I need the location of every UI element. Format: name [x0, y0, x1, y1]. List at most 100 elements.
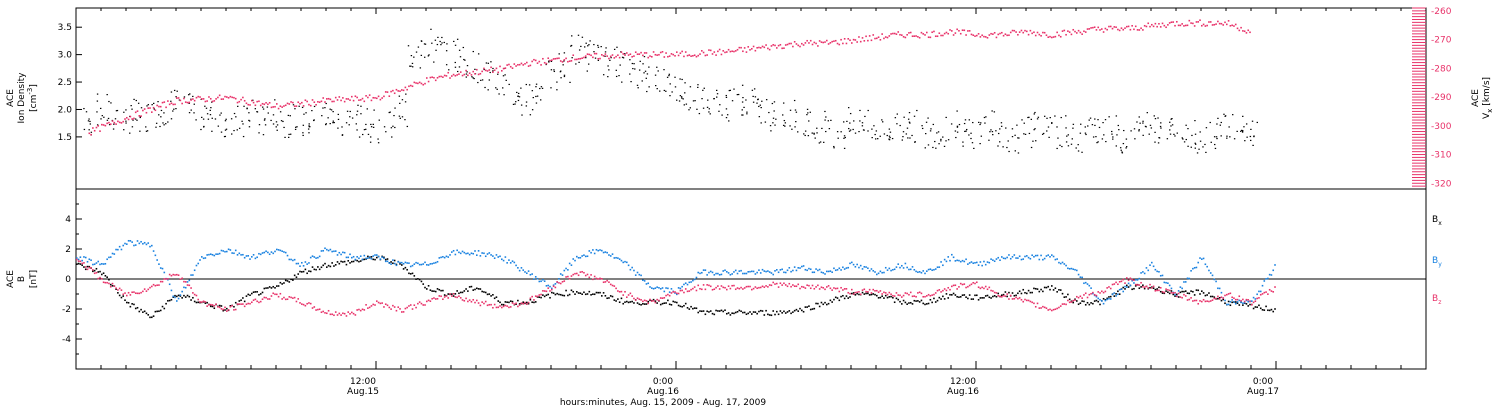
- b-point-by: [845, 267, 848, 269]
- velocity-point: [442, 76, 444, 78]
- b-point-bx: [526, 301, 528, 304]
- density-point: [600, 46, 602, 48]
- b-point-by: [1165, 281, 1167, 284]
- velocity-point: [706, 54, 708, 56]
- density-point: [864, 115, 866, 118]
- density-point: [956, 131, 959, 133]
- b-point-bx: [1161, 292, 1164, 294]
- b-point-bz: [320, 311, 323, 314]
- b-point-bz: [667, 293, 669, 296]
- b-point-by: [884, 266, 887, 269]
- density-point: [1241, 130, 1244, 132]
- b-point-bx: [615, 300, 617, 302]
- b-point-bz: [361, 308, 364, 311]
- b-point-by: [1054, 258, 1057, 261]
- b-point-by: [949, 259, 951, 262]
- b-point-by: [1011, 256, 1014, 258]
- b-point-bx: [1047, 285, 1050, 288]
- b-point-bz: [601, 278, 603, 280]
- b-point-by: [1090, 287, 1092, 289]
- velocity-point: [254, 104, 257, 107]
- b-point-bz: [92, 269, 94, 271]
- b-point-by: [1076, 269, 1078, 272]
- velocity-point: [351, 95, 353, 98]
- b-point-by: [840, 269, 842, 271]
- b-point-by: [576, 255, 578, 258]
- b-point-by: [895, 266, 898, 268]
- velocity-point: [293, 105, 296, 108]
- b-point-by: [238, 252, 241, 255]
- b-point-bx: [802, 310, 805, 313]
- density-point: [597, 59, 600, 61]
- density-point: [837, 137, 839, 139]
- b-point-bx: [799, 307, 801, 310]
- b-point-by: [936, 266, 939, 269]
- velocity-point: [259, 104, 262, 107]
- b-point-bx: [138, 310, 141, 313]
- b-point-by: [331, 250, 333, 253]
- b-point-bz: [190, 287, 192, 289]
- density-point: [532, 96, 534, 99]
- b-point-bx: [977, 298, 980, 301]
- density-point: [997, 132, 1000, 135]
- b-point-bx: [836, 297, 839, 299]
- b-point-bx: [897, 298, 900, 301]
- b-point-bz: [1268, 288, 1271, 291]
- density-point: [1199, 140, 1202, 142]
- velocity-point: [329, 98, 332, 101]
- b-point-bz: [858, 290, 860, 293]
- density-point: [924, 133, 927, 135]
- b-point-bz: [763, 286, 766, 289]
- b-point-by: [447, 256, 450, 258]
- density-point: [1150, 127, 1153, 129]
- b-point-bz: [549, 290, 551, 292]
- velocity-point: [145, 111, 148, 114]
- density-point: [716, 96, 718, 98]
- density-point: [932, 123, 935, 126]
- density-point: [983, 116, 986, 119]
- density-point: [833, 147, 835, 149]
- density-tick-label-0: 1.5: [58, 133, 72, 143]
- b-point-bz: [790, 285, 792, 288]
- velocity-point: [479, 72, 482, 75]
- b-point-by: [609, 255, 612, 257]
- b-point-by: [161, 267, 164, 270]
- b-point-bz: [651, 300, 653, 302]
- density-point: [797, 131, 799, 133]
- density-point: [1240, 130, 1242, 132]
- density-tick-label-2: 2.5: [58, 78, 72, 88]
- density-point: [1111, 130, 1113, 133]
- density-point: [419, 67, 422, 69]
- b-point-by: [588, 250, 591, 252]
- velocity-point: [1090, 27, 1092, 29]
- b-point-bz: [418, 301, 421, 303]
- density-point: [624, 53, 626, 55]
- b-point-by: [809, 268, 812, 271]
- density-point: [520, 104, 523, 106]
- b-point-bz: [756, 287, 758, 290]
- b-point-bz: [122, 293, 125, 296]
- b-point-bx: [711, 312, 714, 315]
- b-point-by: [99, 263, 101, 266]
- b-point-bx: [699, 310, 701, 312]
- velocity-point: [277, 107, 280, 110]
- b-point-bz: [722, 286, 725, 289]
- density-point: [1236, 130, 1238, 132]
- velocity-tick-label-5: -310: [1431, 151, 1452, 161]
- b-point-by: [265, 250, 267, 253]
- velocity-point: [931, 31, 933, 34]
- velocity-point: [827, 43, 830, 45]
- density-point: [1169, 133, 1172, 135]
- velocity-point: [976, 34, 978, 37]
- b-point-bz: [1115, 281, 1117, 284]
- b-point-by: [817, 269, 819, 272]
- density-point: [411, 66, 414, 68]
- velocity-point: [181, 102, 183, 105]
- density-point: [131, 126, 134, 128]
- b-point-bz: [1034, 305, 1037, 308]
- b-point-by: [1022, 258, 1025, 260]
- density-point: [1116, 134, 1118, 136]
- velocity-point: [1240, 26, 1242, 29]
- b-point-bz: [897, 294, 900, 296]
